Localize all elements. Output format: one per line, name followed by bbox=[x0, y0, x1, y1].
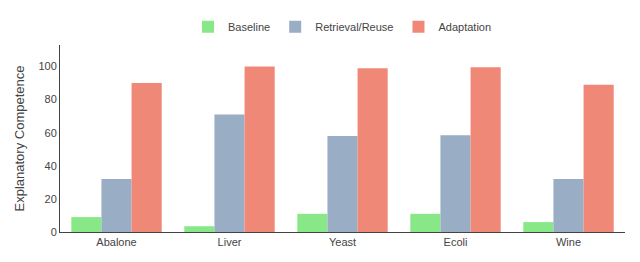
svg-text:Abalone: Abalone bbox=[96, 236, 136, 248]
svg-text:Explanatory Competence: Explanatory Competence bbox=[12, 66, 27, 212]
svg-text:60: 60 bbox=[45, 127, 57, 139]
svg-text:0: 0 bbox=[51, 226, 57, 238]
svg-text:Adaptation: Adaptation bbox=[438, 21, 491, 33]
svg-text:Ecoli: Ecoli bbox=[444, 236, 468, 248]
svg-text:Retrieval/Reuse: Retrieval/Reuse bbox=[315, 21, 393, 33]
svg-text:Yeast: Yeast bbox=[329, 236, 356, 248]
svg-text:Liver: Liver bbox=[218, 236, 242, 248]
svg-text:40: 40 bbox=[45, 160, 57, 172]
svg-text:100: 100 bbox=[38, 60, 56, 72]
svg-text:Baseline: Baseline bbox=[228, 21, 270, 33]
svg-text:80: 80 bbox=[45, 93, 57, 105]
svg-text:Wine: Wine bbox=[556, 236, 581, 248]
svg-text:20: 20 bbox=[45, 193, 57, 205]
